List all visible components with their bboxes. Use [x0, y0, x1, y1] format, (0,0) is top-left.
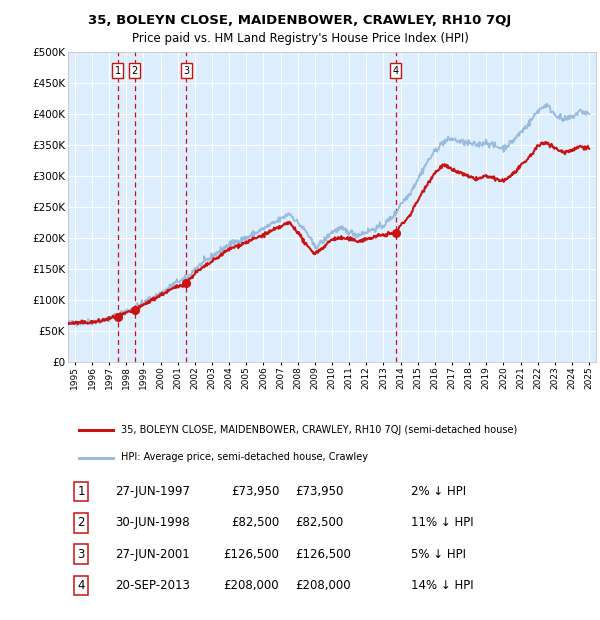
- Text: 3: 3: [77, 547, 85, 560]
- Text: 4: 4: [393, 66, 399, 76]
- Text: 1: 1: [77, 485, 85, 498]
- Text: 5% ↓ HPI: 5% ↓ HPI: [411, 547, 466, 560]
- Text: £73,950: £73,950: [231, 485, 279, 498]
- Text: 11% ↓ HPI: 11% ↓ HPI: [411, 516, 474, 529]
- Text: £208,000: £208,000: [224, 579, 279, 592]
- Text: £82,500: £82,500: [295, 516, 343, 529]
- Text: HPI: Average price, semi-detached house, Crawley: HPI: Average price, semi-detached house,…: [121, 453, 368, 463]
- Text: 4: 4: [77, 579, 85, 592]
- Text: Price paid vs. HM Land Registry's House Price Index (HPI): Price paid vs. HM Land Registry's House …: [131, 32, 469, 45]
- Text: 2: 2: [131, 66, 138, 76]
- Text: 27-JUN-1997: 27-JUN-1997: [116, 485, 191, 498]
- Text: 2: 2: [77, 516, 85, 529]
- Text: £208,000: £208,000: [295, 579, 350, 592]
- Text: 35, BOLEYN CLOSE, MAIDENBOWER, CRAWLEY, RH10 7QJ (semi-detached house): 35, BOLEYN CLOSE, MAIDENBOWER, CRAWLEY, …: [121, 425, 517, 435]
- Text: £73,950: £73,950: [295, 485, 343, 498]
- Text: £126,500: £126,500: [295, 547, 351, 560]
- Text: 14% ↓ HPI: 14% ↓ HPI: [411, 579, 474, 592]
- Text: 30-JUN-1998: 30-JUN-1998: [116, 516, 190, 529]
- Text: 35, BOLEYN CLOSE, MAIDENBOWER, CRAWLEY, RH10 7QJ: 35, BOLEYN CLOSE, MAIDENBOWER, CRAWLEY, …: [88, 14, 512, 27]
- Text: £126,500: £126,500: [223, 547, 279, 560]
- Text: 2% ↓ HPI: 2% ↓ HPI: [411, 485, 466, 498]
- Text: 3: 3: [183, 66, 189, 76]
- Text: 27-JUN-2001: 27-JUN-2001: [116, 547, 190, 560]
- Text: 20-SEP-2013: 20-SEP-2013: [116, 579, 190, 592]
- Text: £82,500: £82,500: [231, 516, 279, 529]
- Text: 1: 1: [115, 66, 121, 76]
